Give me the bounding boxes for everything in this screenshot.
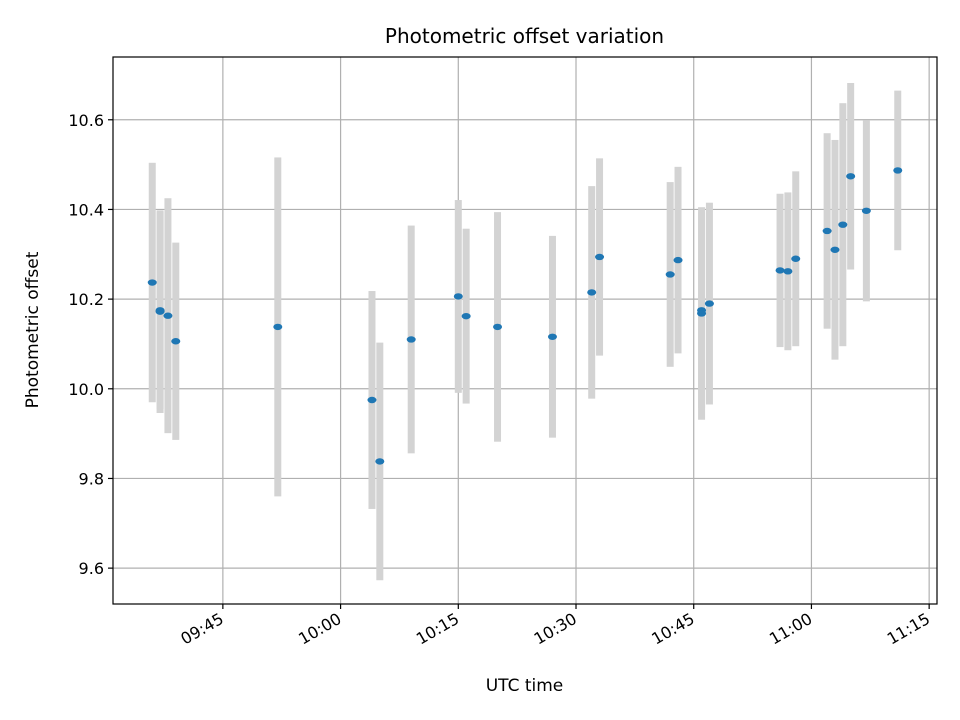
chart-title: Photometric offset variation (385, 24, 664, 48)
data-point (595, 253, 605, 261)
x-axis: 09:45 10:00 10:15 10:30 10:45 11:00 11:15 (177, 604, 933, 649)
data-point (406, 336, 416, 343)
data-point (893, 167, 903, 174)
x-tick-label: 10:45 (648, 609, 697, 649)
grid (113, 57, 937, 604)
data-point (147, 279, 157, 286)
y-tick-label: 9.8 (79, 469, 104, 488)
data-point (375, 458, 385, 465)
x-axis-label: UTC time (486, 676, 564, 696)
data-point (163, 312, 173, 319)
x-tick-label: 10:15 (413, 609, 462, 649)
data-point (822, 227, 832, 235)
x-tick-label: 09:45 (177, 609, 226, 649)
y-tick-label: 10.2 (68, 290, 104, 309)
y-axis: 9.6 9.8 10.0 10.2 10.4 10.6 (68, 111, 113, 578)
data-point (453, 293, 463, 300)
data-point (367, 396, 377, 404)
data-point (273, 323, 283, 331)
y-axis-label: Photometric offset (23, 251, 43, 408)
data-point (861, 207, 871, 214)
x-tick-label: 10:00 (295, 609, 344, 649)
x-tick-label: 11:15 (884, 609, 933, 649)
data-point (697, 310, 707, 317)
data-point (791, 255, 801, 262)
y-tick-label: 10.4 (68, 200, 104, 219)
data-point (493, 323, 503, 331)
data-point (587, 289, 597, 296)
data-point (461, 312, 471, 320)
y-tick-label: 10.6 (68, 111, 104, 130)
data-point (846, 173, 856, 180)
data-point (830, 246, 840, 253)
data-point (155, 307, 165, 314)
plot-area-frame (112, 56, 938, 605)
x-tick-label: 10:30 (531, 609, 580, 649)
data-point (665, 271, 675, 278)
data-point (673, 256, 683, 264)
data-point (171, 338, 181, 345)
y-tick-label: 9.6 (79, 559, 104, 578)
y-tick-label: 10.0 (68, 380, 104, 399)
data-point (838, 221, 848, 228)
error-bars (148, 83, 902, 581)
data-point (775, 267, 785, 274)
data-point (547, 333, 557, 340)
data-point (704, 300, 714, 307)
data-point (783, 268, 793, 275)
x-tick-label: 11:00 (766, 609, 815, 649)
data-points (147, 167, 903, 465)
